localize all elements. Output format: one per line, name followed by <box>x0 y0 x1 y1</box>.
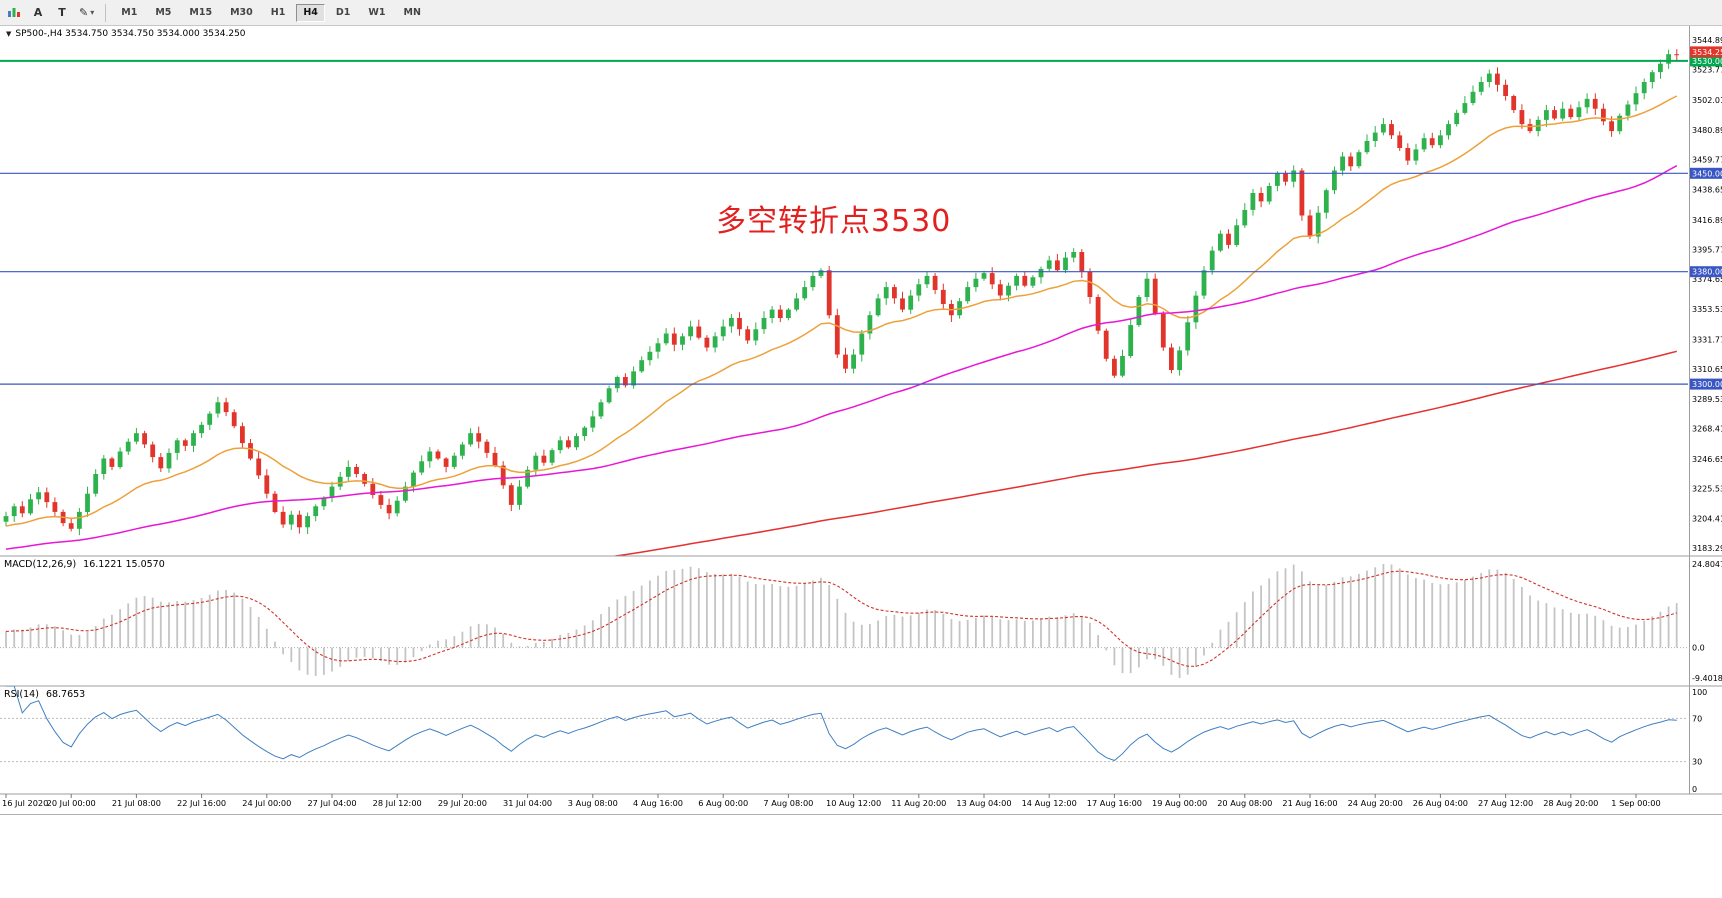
timeframe-m1-button[interactable]: M1 <box>114 4 144 22</box>
svg-text:29 Jul 20:00: 29 Jul 20:00 <box>438 798 487 808</box>
svg-text:3374.650: 3374.650 <box>1692 275 1722 284</box>
svg-text:13 Aug 04:00: 13 Aug 04:00 <box>956 798 1011 808</box>
svg-text:7 Aug 08:00: 7 Aug 08:00 <box>763 798 813 808</box>
timeframe-h4-button[interactable]: H4 <box>296 3 325 22</box>
svg-text:3225.530: 3225.530 <box>1692 485 1722 494</box>
candlestick-chart-icon <box>8 7 20 17</box>
svg-text:6 Aug 00:00: 6 Aug 00:00 <box>698 798 748 808</box>
svg-text:3459.770: 3459.770 <box>1692 156 1722 165</box>
svg-text:3395.770: 3395.770 <box>1692 246 1722 255</box>
svg-text:3480.890: 3480.890 <box>1692 126 1722 135</box>
svg-text:3450.000: 3450.000 <box>1692 169 1722 178</box>
svg-text:21 Aug 16:00: 21 Aug 16:00 <box>1282 798 1337 808</box>
svg-text:3310.650: 3310.650 <box>1692 365 1722 374</box>
timeframe-m30-button[interactable]: M30 <box>223 4 260 22</box>
svg-text:3534.250: 3534.250 <box>1692 48 1722 57</box>
svg-text:-9.4018: -9.4018 <box>1692 674 1722 683</box>
toolbar: A T ✎ ▾ M1 M5 M15 M30 H1 H4 D1 W1 MN <box>0 0 1722 26</box>
svg-text:28 Jul 12:00: 28 Jul 12:00 <box>373 798 422 808</box>
svg-text:3523.770: 3523.770 <box>1692 66 1722 75</box>
svg-text:24 Aug 20:00: 24 Aug 20:00 <box>1348 798 1403 808</box>
svg-text:70: 70 <box>1692 714 1702 723</box>
svg-text:3300.000: 3300.000 <box>1692 380 1722 389</box>
svg-text:3183.290: 3183.290 <box>1692 544 1722 553</box>
svg-text:3544.890: 3544.890 <box>1692 36 1722 45</box>
charts-icon[interactable] <box>3 3 25 23</box>
svg-text:3331.770: 3331.770 <box>1692 335 1722 344</box>
timeframe-m15-button[interactable]: M15 <box>182 4 219 22</box>
svg-text:10 Aug 12:00: 10 Aug 12:00 <box>826 798 881 808</box>
svg-text:24.8047: 24.8047 <box>1692 560 1722 569</box>
svg-text:16 Jul 2020: 16 Jul 2020 <box>2 798 48 808</box>
svg-text:3268.410: 3268.410 <box>1692 425 1722 434</box>
svg-text:11 Aug 20:00: 11 Aug 20:00 <box>891 798 946 808</box>
cursor-a-button[interactable]: A <box>27 3 49 23</box>
timeframe-d1-button[interactable]: D1 <box>329 4 358 22</box>
svg-text:22 Jul 16:00: 22 Jul 16:00 <box>177 798 226 808</box>
svg-text:3438.650: 3438.650 <box>1692 185 1722 194</box>
svg-text:17 Aug 16:00: 17 Aug 16:00 <box>1087 798 1142 808</box>
chevron-down-icon: ▾ <box>90 8 95 17</box>
svg-text:24 Jul 00:00: 24 Jul 00:00 <box>242 798 291 808</box>
svg-text:3353.530: 3353.530 <box>1692 305 1722 314</box>
svg-text:3502.010: 3502.010 <box>1692 96 1722 105</box>
svg-text:0.0: 0.0 <box>1692 644 1705 653</box>
svg-text:3289.530: 3289.530 <box>1692 395 1722 404</box>
svg-text:30: 30 <box>1692 758 1702 767</box>
text-tool-button[interactable]: T <box>51 3 73 23</box>
chart-annotation-text[interactable]: 多空转折点3530 <box>716 204 952 239</box>
timeframe-m5-button[interactable]: M5 <box>148 4 178 22</box>
svg-text:3380.000: 3380.000 <box>1692 268 1722 277</box>
svg-text:28 Aug 20:00: 28 Aug 20:00 <box>1543 798 1598 808</box>
svg-text:1 Sep 00:00: 1 Sep 00:00 <box>1611 798 1660 808</box>
svg-text:4 Aug 16:00: 4 Aug 16:00 <box>633 798 683 808</box>
timeframe-h1-button[interactable]: H1 <box>264 4 293 22</box>
svg-text:20 Jul 00:00: 20 Jul 00:00 <box>47 798 96 808</box>
terminal-empty-area <box>0 814 1722 898</box>
svg-text:31 Jul 04:00: 31 Jul 04:00 <box>503 798 552 808</box>
svg-text:27 Aug 12:00: 27 Aug 12:00 <box>1478 798 1533 808</box>
svg-text:3530.000: 3530.000 <box>1692 57 1722 66</box>
svg-text:3204.410: 3204.410 <box>1692 514 1722 523</box>
chart-area[interactable]: 3544.890 3523.770 3502.010 3480.890 3459.770… <box>0 26 1722 814</box>
svg-text:100: 100 <box>1692 688 1707 697</box>
pencil-icon: ✎ <box>79 6 89 19</box>
timeframe-w1-button[interactable]: W1 <box>361 4 392 22</box>
svg-text:3416.890: 3416.890 <box>1692 216 1722 225</box>
svg-text:3246.650: 3246.650 <box>1692 455 1722 464</box>
svg-text:20 Aug 08:00: 20 Aug 08:00 <box>1217 798 1272 808</box>
svg-text:26 Aug 04:00: 26 Aug 04:00 <box>1413 798 1468 808</box>
toolbar-separator <box>105 3 107 22</box>
svg-text:14 Aug 12:00: 14 Aug 12:00 <box>1022 798 1077 808</box>
svg-text:19 Aug 00:00: 19 Aug 00:00 <box>1152 798 1207 808</box>
svg-text:27 Jul 04:00: 27 Jul 04:00 <box>307 798 356 808</box>
draw-tool-button[interactable]: ✎ ▾ <box>75 3 98 23</box>
svg-text:3 Aug 08:00: 3 Aug 08:00 <box>568 798 618 808</box>
timeframe-mn-button[interactable]: MN <box>396 4 427 22</box>
svg-text:21 Jul 08:00: 21 Jul 08:00 <box>112 798 161 808</box>
svg-text:0: 0 <box>1692 785 1697 794</box>
